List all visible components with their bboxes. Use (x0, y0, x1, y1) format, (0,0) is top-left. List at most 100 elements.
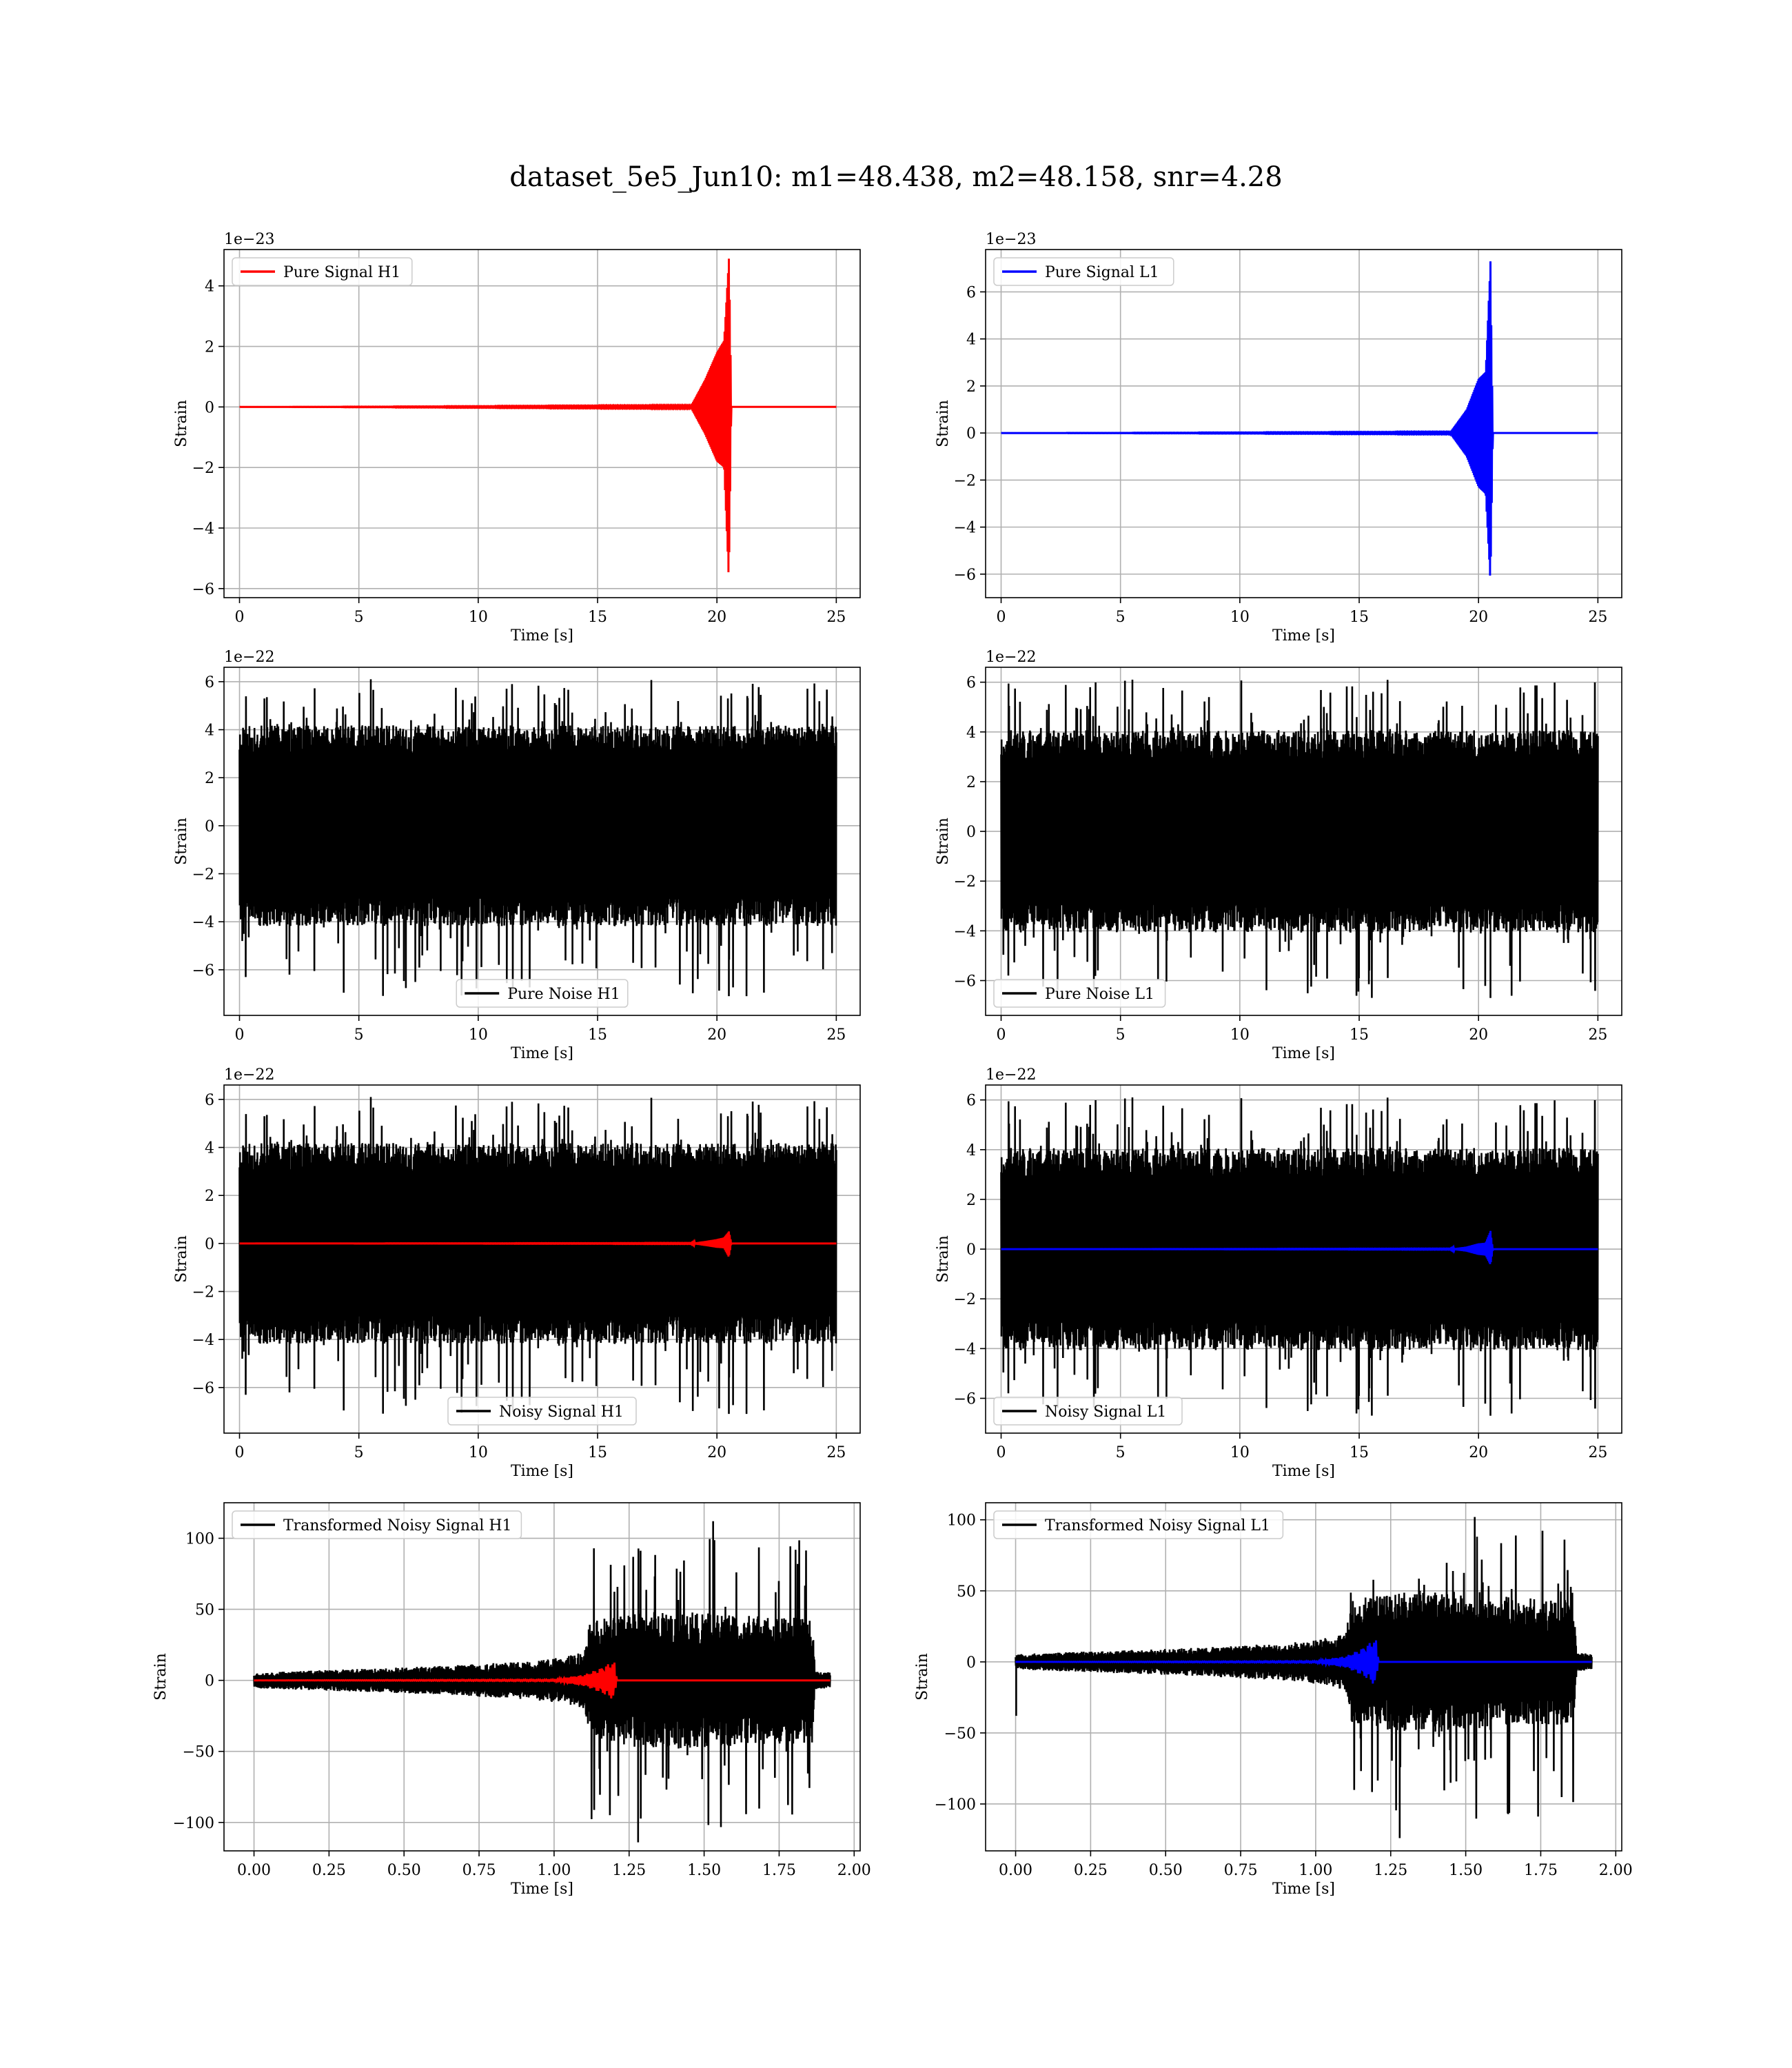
y-tick-label: −50 (183, 1744, 214, 1761)
x-tick-label: 1.00 (537, 1862, 571, 1879)
x-tick-label: 1.50 (687, 1862, 721, 1879)
x-axis-label: Time [s] (1272, 627, 1335, 645)
legend-label: Pure Signal L1 (1045, 264, 1159, 281)
subplot-pure-signal-l1: 0 5 10 15 20 25 −6 −4 −2 0 2 4 6 Time [s] Strain 1e−23 P… (935, 231, 1622, 645)
y-offset-label: 1e−22 (224, 1066, 274, 1084)
y-axis-label: Strain (173, 818, 190, 865)
x-axis-label: Time [s] (511, 1045, 573, 1062)
legend-box (993, 1397, 1183, 1426)
x-tick-label: 0.00 (237, 1862, 271, 1879)
plot-area (1000, 680, 1599, 998)
x-axis-label: Time [s] (1272, 1881, 1335, 1898)
x-tick-label: 0.25 (312, 1862, 346, 1879)
x-tick-label: 5 (1116, 1444, 1126, 1461)
y-tick-label: −2 (192, 866, 214, 884)
y-tick-label: 4 (966, 1142, 976, 1159)
y-tick-label: −4 (192, 914, 214, 931)
x-tick-label: 10 (469, 609, 488, 626)
axes-frame (985, 1084, 1622, 1434)
y-tick-label: 2 (966, 1192, 976, 1209)
y-tick-label: −2 (192, 460, 214, 477)
series-band-1 (239, 752, 837, 899)
x-tick-label: 15 (1350, 1026, 1369, 1044)
x-tick-label: 20 (1469, 1026, 1488, 1044)
series-line-1 (1000, 1097, 1599, 1416)
x-tick-label: 10 (469, 1444, 488, 1461)
y-tick-label: −4 (192, 520, 214, 538)
axes-frame (985, 249, 1622, 598)
subplot-noisy-signal-h1: 0 5 10 15 20 25 −6 −4 −2 0 2 4 6 Time [s] Strain 1e−22 N… (173, 1066, 861, 1480)
y-tick-label: −2 (954, 1291, 976, 1308)
x-tick-label: 1.75 (762, 1862, 796, 1879)
x-tick-label: 1.25 (612, 1862, 646, 1879)
y-tick-label: 2 (205, 339, 214, 356)
y-tick-label: 0 (205, 399, 214, 416)
y-offset-label: 1e−23 (986, 231, 1036, 248)
y-tick-label: −50 (944, 1725, 976, 1743)
legend-box (447, 1397, 637, 1426)
legend-box (993, 979, 1166, 1008)
y-axis-label: Strain (173, 400, 190, 447)
series-line-1 (1000, 680, 1599, 998)
x-tick-label: 5 (1116, 1026, 1126, 1044)
x-axis-label: Time [s] (511, 1463, 573, 1480)
y-tick-label: 6 (966, 1093, 976, 1110)
x-tick-label: 1.50 (1449, 1862, 1483, 1879)
series-line-1 (1015, 1530, 1593, 1819)
y-tick-label: −100 (935, 1796, 976, 1814)
y-axis-label: Strain (152, 1653, 170, 1701)
legend: Pure Signal H1 (232, 257, 413, 286)
y-tick-label: −2 (954, 472, 976, 489)
x-tick-label: 25 (1588, 1444, 1607, 1461)
y-tick-label: 4 (205, 722, 214, 740)
y-tick-label: −4 (954, 1341, 976, 1358)
legend: Pure Signal L1 (993, 257, 1174, 286)
series-line-2 (254, 1662, 831, 1699)
x-tick-label: 0 (235, 609, 245, 626)
legend-label: Noisy Signal L1 (1045, 1403, 1166, 1421)
x-tick-label: 10 (469, 1026, 488, 1044)
y-tick-label: 4 (205, 278, 214, 296)
subplot-pure-noise-h1: 0 5 10 15 20 25 −6 −4 −2 0 2 4 6 Time [s] Strain 1e−22 P… (173, 649, 861, 1062)
legend-box (232, 1510, 522, 1539)
y-tick-label: −2 (192, 1284, 214, 1301)
x-tick-label: 0.50 (1149, 1862, 1183, 1879)
legend: Transformed Noisy Signal L1 (993, 1510, 1284, 1539)
x-tick-label: 20 (707, 609, 726, 626)
legend: Pure Noise L1 (993, 979, 1166, 1008)
axes-frame (985, 667, 1622, 1016)
y-axis-label: Strain (173, 1235, 190, 1283)
y-tick-label: 100 (947, 1512, 976, 1530)
legend-label: Pure Noise H1 (507, 986, 620, 1003)
x-tick-label: 20 (1469, 1444, 1488, 1461)
x-tick-label: 5 (354, 609, 364, 626)
x-tick-label: 1.00 (1299, 1862, 1332, 1879)
x-tick-label: 0.00 (999, 1862, 1032, 1879)
y-tick-label: −4 (192, 1332, 214, 1349)
series-line-2 (239, 1231, 837, 1257)
y-tick-label: −4 (954, 520, 976, 537)
y-tick-label: −6 (192, 581, 214, 598)
y-tick-label: −6 (192, 962, 214, 980)
series-line-1 (1001, 261, 1598, 576)
x-tick-label: 20 (1469, 609, 1488, 626)
y-tick-label: 2 (205, 770, 214, 787)
x-tick-label: 25 (826, 1026, 846, 1044)
legend: Noisy Signal H1 (447, 1397, 637, 1426)
series-line-1 (238, 1097, 837, 1415)
y-tick-label: 6 (205, 674, 214, 691)
x-tick-label: 1.25 (1374, 1862, 1407, 1879)
y-tick-label: −2 (954, 873, 976, 891)
y-tick-label: 4 (966, 332, 976, 349)
x-tick-label: 5 (354, 1444, 364, 1461)
x-tick-label: 5 (354, 1026, 364, 1044)
x-tick-label: 0 (997, 1026, 1006, 1044)
series-line-1 (239, 258, 837, 573)
series-line-1 (238, 680, 837, 997)
y-axis-label: Strain (914, 1653, 931, 1701)
y-tick-label: −100 (173, 1815, 214, 1832)
legend-label: Pure Noise L1 (1045, 986, 1154, 1003)
x-tick-label: 20 (707, 1026, 726, 1044)
